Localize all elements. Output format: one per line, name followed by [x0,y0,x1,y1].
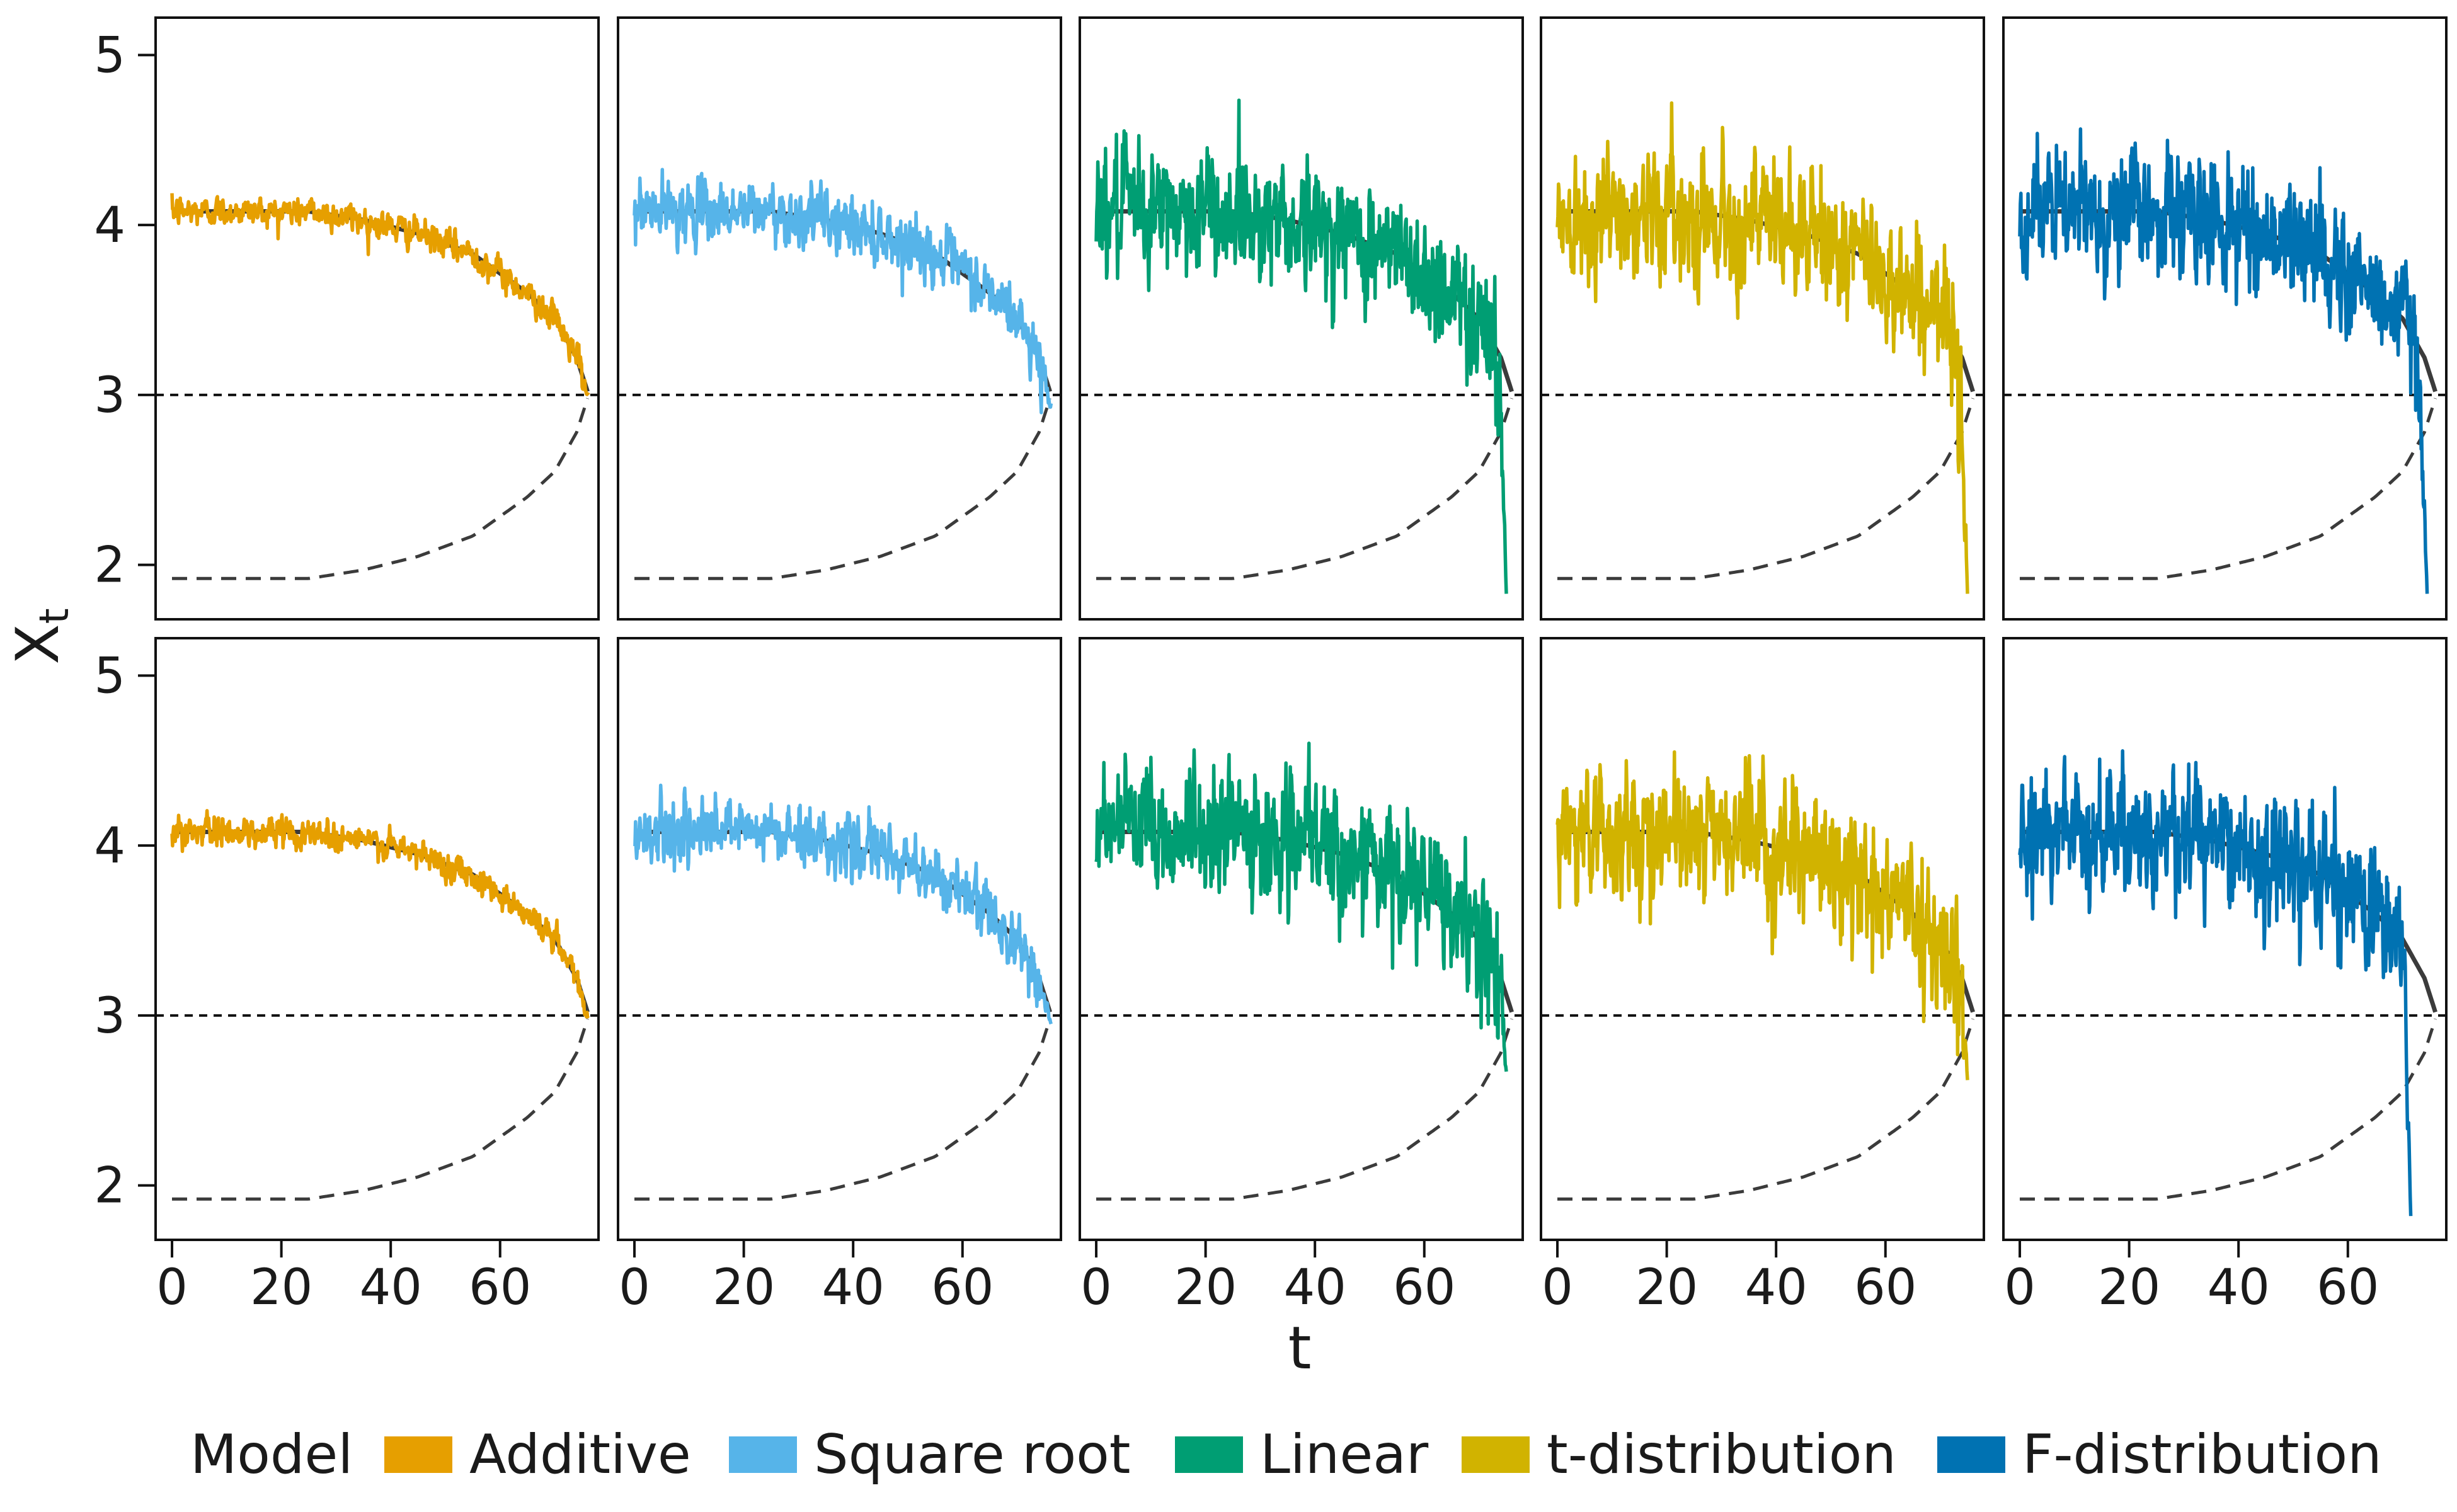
x-tick-label: 60 [1393,1259,1455,1316]
x-tick-label: 0 [619,1259,650,1316]
x-tick-label: 40 [360,1259,422,1316]
unstable-equilibrium-line [172,1018,589,1201]
y-tick-label: 2 [94,537,125,594]
legend-label-f-distribution: F-distribution [2022,1423,2382,1486]
x-tick-label: 0 [156,1259,188,1316]
unstable-equilibrium-line [172,398,589,580]
panel-frame [1079,16,1524,621]
trajectory-additive [170,193,590,396]
unstable-equilibrium-line [634,1018,1051,1201]
trajectory-square-root [633,783,1053,1025]
x-tick-label: 40 [1745,1259,1807,1316]
unstable-equilibrium-line [2020,398,2437,580]
panel-square-root-row-1 [617,16,1062,621]
y-tick-label: 2 [94,1158,125,1215]
legend-swatch-additive [384,1436,452,1473]
panel-f-distribution-row-2: 0 20 40 60 [2002,637,2448,1316]
trajectory-additive [170,809,590,1019]
y-tick-label: 3 [94,988,125,1045]
panel-additive-row-1: 2 3 4 5 [94,16,600,621]
legend: Model Additive Square root Linear t-distribu… [190,1423,2382,1486]
y-tick-label: 4 [94,197,125,254]
panel-square-root-row-2: 0 20 40 60 [617,637,1062,1316]
trajectory-f-distribution [2018,127,2429,594]
panel-linear-row-2: 0 20 40 60 [1079,637,1524,1316]
x-tick-label: 0 [1542,1259,1573,1316]
trajectory-linear [1094,742,1508,1072]
panel-f-distribution-row-1 [2002,16,2448,621]
axis-titles: Xt t [4,608,1311,1383]
y-tick-label: 5 [94,27,125,84]
x-tick-label: 0 [1080,1259,1112,1316]
x-tick-label: 40 [2208,1259,2270,1316]
panel-frame [2002,16,2448,621]
panel-frame [1079,637,1524,1241]
panel-frame [2002,637,2448,1241]
panel-frame [617,637,1062,1241]
unstable-equilibrium-line [634,398,1051,580]
panel-frame [154,637,600,1241]
panel-frame [154,16,600,621]
unstable-equilibrium-line [1096,1018,1513,1201]
legend-swatch-square-root [729,1436,797,1473]
x-axis-title: t [1288,1314,1312,1383]
unstable-equilibrium-line [1557,1018,1974,1201]
trajectory-t-distribution [1555,750,1969,1080]
x-tick-label: 40 [1284,1259,1346,1316]
legend-label-square-root: Square root [814,1423,1131,1486]
x-tick-label: 60 [2317,1259,2379,1316]
x-tick-label: 20 [1635,1259,1698,1316]
legend-swatch-linear [1175,1436,1243,1473]
legend-label-t-distribution: t-distribution [1547,1423,1896,1486]
y-tick-label: 4 [94,818,125,874]
unstable-equilibrium-line [1557,398,1974,580]
trajectory-t-distribution [1555,101,1969,594]
x-tick-label: 60 [469,1259,531,1316]
panel-linear-row-1 [1079,16,1524,621]
y-axis-title-main: X [4,624,72,664]
x-tick-label: 20 [250,1259,312,1316]
legend-label-additive: Additive [469,1423,691,1486]
y-axis-title: Xt [4,608,78,665]
panel-frame [1540,637,1985,1241]
panel-t-distribution-row-1 [1540,16,1985,621]
y-tick-label: 5 [94,648,125,704]
unstable-equilibrium-line [1096,398,1513,580]
x-tick-label: 20 [1174,1259,1237,1316]
x-tick-label: 40 [822,1259,885,1316]
panel-frame [617,16,1062,621]
x-tick-label: 0 [2004,1259,2036,1316]
trajectory-linear [1094,98,1508,594]
y-axis-title-subscript: t [32,608,78,624]
legend-title: Model [190,1423,353,1486]
x-tick-label: 20 [2098,1259,2160,1316]
x-tick-label: 20 [713,1259,775,1316]
x-tick-label: 60 [931,1259,994,1316]
x-tick-label: 60 [1854,1259,1916,1316]
legend-label-linear: Linear [1260,1423,1429,1486]
panel-grid: 2 3 4 5 2 3 4 5 0 20 40 60 0 20 40 60 0 20 40 60 0 20 40 60 0 20 4… [94,16,2448,1316]
panel-frame [1540,16,1985,621]
trajectory-f-distribution [2018,749,2413,1217]
y-tick-label: 3 [94,367,125,424]
trajectory-square-root [633,168,1053,415]
panel-additive-row-2: 2 3 4 5 0 20 40 60 [94,637,600,1316]
unstable-equilibrium-line [2020,1018,2437,1201]
legend-swatch-t-distribution [1462,1436,1530,1473]
panel-t-distribution-row-2: 0 20 40 60 [1540,637,1985,1316]
legend-swatch-f-distribution [1937,1436,2005,1473]
